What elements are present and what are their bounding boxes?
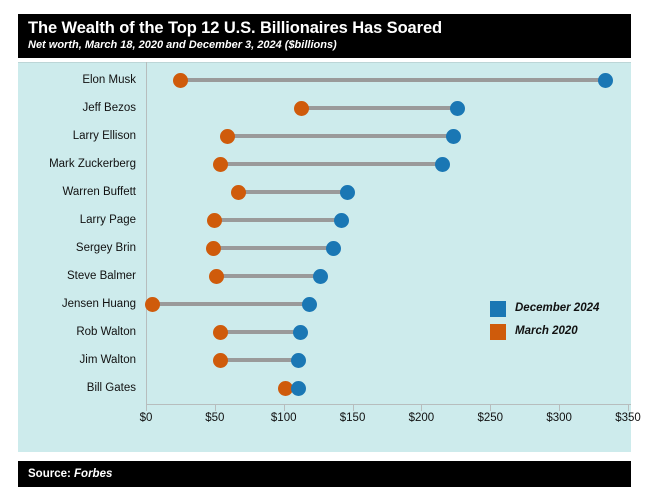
data-point-december-2024	[291, 352, 307, 368]
data-point-december-2024	[339, 184, 355, 200]
x-tick-label: $0	[139, 412, 153, 424]
row-label-warren-buffett: Warren Buffett	[62, 186, 136, 198]
x-tick-label: $200	[408, 412, 435, 424]
x-tick	[352, 405, 354, 411]
connector-line	[214, 218, 342, 222]
data-point-march-2020	[277, 380, 293, 396]
x-tick	[490, 405, 492, 411]
data-point-december-2024	[313, 268, 329, 284]
table-row: Bill Gates	[18, 374, 631, 402]
x-tick	[421, 405, 423, 411]
header-band: The Wealth of the Top 12 U.S. Billionair…	[18, 14, 631, 58]
connector-line	[220, 358, 299, 362]
row-label-steve-balmer: Steve Balmer	[66, 270, 136, 282]
data-point-march-2020	[230, 184, 246, 200]
row-label-bill-gates: Bill Gates	[86, 382, 136, 394]
data-point-december-2024	[334, 212, 350, 228]
connector-line	[216, 274, 321, 278]
row-label-mark-zuckerberg: Mark Zuckerberg	[49, 158, 136, 170]
connector-line	[180, 78, 606, 82]
legend-label-december-2024: December 2024	[515, 302, 600, 314]
data-point-march-2020	[212, 156, 228, 172]
legend-label-march-2020: March 2020	[515, 325, 578, 337]
x-tick-label: $350	[615, 412, 641, 424]
connector-line	[152, 302, 310, 306]
data-point-december-2024	[302, 296, 318, 312]
data-point-march-2020	[212, 352, 228, 368]
table-row: Larry Page	[18, 206, 631, 234]
x-tick	[559, 405, 561, 411]
x-tick-label: $300	[546, 412, 572, 424]
connector-line	[238, 190, 348, 194]
connector-line	[213, 246, 334, 250]
table-row: Elon Musk	[18, 66, 631, 94]
connector-line	[220, 162, 443, 166]
source-prefix: Source:	[28, 468, 75, 480]
table-row: Jeff Bezos	[18, 94, 631, 122]
data-point-december-2024	[598, 72, 614, 88]
x-tick	[628, 405, 629, 411]
table-row: Mark Zuckerberg	[18, 150, 631, 178]
data-point-march-2020	[208, 268, 224, 284]
source-note: Source: Forbes	[28, 461, 631, 487]
x-tick-label: $150	[339, 412, 366, 424]
data-point-december-2024	[292, 324, 308, 340]
legend-swatch-december-2024	[490, 301, 506, 317]
plot-panel: Elon Musk Jeff Bezos Larry Ellison Mark Zuc…	[18, 62, 641, 452]
row-label-larry-ellison: Larry Ellison	[72, 130, 136, 142]
data-point-march-2020	[207, 212, 223, 228]
panel-top-rule	[18, 62, 631, 63]
connector-line	[220, 330, 301, 334]
row-label-larry-page: Larry Page	[79, 214, 136, 226]
data-point-march-2020	[145, 296, 161, 312]
data-point-december-2024	[291, 380, 307, 396]
data-point-march-2020	[205, 240, 221, 256]
plot-area: Elon Musk Jeff Bezos Larry Ellison Mark Zuc…	[18, 62, 641, 424]
chart-subtitle: Net worth, March 18, 2020 and December 3…	[28, 39, 337, 51]
data-point-december-2024	[449, 100, 465, 116]
x-tick	[214, 405, 216, 411]
data-point-march-2020	[212, 324, 228, 340]
source-name: Forbes	[74, 468, 113, 480]
chart-title: The Wealth of the Top 12 U.S. Billionair…	[28, 19, 443, 37]
table-row: Steve Balmer	[18, 262, 631, 290]
table-row: Rob Walton	[18, 318, 631, 346]
x-tick-label: $100	[270, 412, 297, 424]
footer-band: Source: Forbes	[18, 461, 631, 487]
table-row: Sergey Brin	[18, 234, 631, 262]
table-row: Jensen Huang	[18, 290, 631, 318]
row-label-jensen-huang: Jensen Huang	[61, 298, 136, 310]
data-point-march-2020	[172, 72, 188, 88]
x-tick-label: $50	[205, 412, 225, 424]
x-tick-label: $250	[477, 412, 504, 424]
x-axis-line	[146, 404, 631, 405]
row-label-jim-walton: Jim Walton	[79, 354, 136, 366]
connector-line	[227, 134, 454, 138]
legend-swatch-march-2020	[490, 324, 506, 340]
row-label-sergey-brin: Sergey Brin	[75, 242, 136, 254]
table-row: Jim Walton	[18, 346, 631, 374]
x-tick	[283, 405, 285, 411]
x-tick	[146, 405, 147, 411]
y-axis-line	[146, 62, 147, 404]
table-row: Larry Ellison	[18, 122, 631, 150]
table-row: Warren Buffett	[18, 178, 631, 206]
row-label-elon-musk: Elon Musk	[82, 74, 136, 86]
data-point-december-2024	[434, 156, 450, 172]
data-point-march-2020	[219, 128, 235, 144]
row-label-jeff-bezos: Jeff Bezos	[82, 102, 137, 114]
data-point-december-2024	[445, 128, 461, 144]
data-point-december-2024	[325, 240, 341, 256]
row-label-rob-walton: Rob Walton	[76, 326, 136, 338]
data-point-march-2020	[294, 100, 310, 116]
connector-line	[301, 106, 458, 110]
